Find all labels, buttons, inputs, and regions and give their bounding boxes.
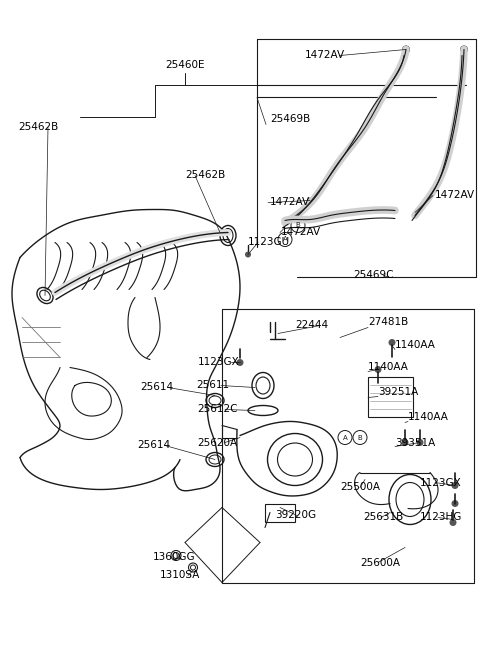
Circle shape [245,252,251,257]
Text: 25469B: 25469B [270,115,310,124]
Text: 1472AV: 1472AV [305,50,345,60]
Text: 25614: 25614 [137,441,170,451]
Text: 25612C: 25612C [197,405,238,415]
Text: 25462B: 25462B [18,122,58,132]
Text: 22444: 22444 [295,320,328,331]
Circle shape [402,45,410,54]
Text: B: B [358,434,362,441]
Circle shape [282,219,288,225]
Text: A: A [283,236,288,242]
Text: 25600A: 25600A [360,557,400,567]
Text: 1472AV: 1472AV [270,198,310,208]
Text: 25462B: 25462B [185,170,225,181]
Circle shape [401,439,408,446]
Text: 1123HG: 1123HG [420,512,462,523]
Circle shape [388,339,396,346]
Circle shape [452,482,458,489]
Bar [368,377,413,417]
Text: 25620A: 25620A [197,438,237,447]
Text: 1472AV: 1472AV [281,227,321,238]
Text: 1140AA: 1140AA [368,362,409,373]
Text: 25460E: 25460E [165,60,205,71]
Text: A: A [343,434,348,441]
Bar [265,504,295,521]
Circle shape [452,500,458,507]
Text: 25611: 25611 [196,381,229,390]
Text: 1123GU: 1123GU [248,238,290,248]
Text: 1140AA: 1140AA [395,341,436,350]
Text: 1310SA: 1310SA [160,571,200,580]
Text: 39251A: 39251A [378,388,418,398]
Text: 39351A: 39351A [395,438,435,447]
Circle shape [449,519,456,526]
Text: 39220G: 39220G [275,510,316,521]
Text: 1140AA: 1140AA [408,413,449,422]
Text: 25631B: 25631B [363,512,403,523]
Circle shape [417,439,423,446]
Text: B: B [296,223,300,229]
Text: 25500A: 25500A [340,483,380,493]
Text: 1472AV: 1472AV [435,191,475,200]
Circle shape [374,366,382,373]
Circle shape [307,198,313,204]
Circle shape [237,359,243,366]
Text: 25614: 25614 [140,383,173,392]
Text: 1123GX: 1123GX [420,477,462,487]
Circle shape [412,212,418,219]
Text: 27481B: 27481B [368,318,408,328]
Text: 25469C: 25469C [353,271,394,280]
Circle shape [460,45,468,54]
Text: 1123GX: 1123GX [198,358,240,367]
Text: 1360GG: 1360GG [153,553,196,563]
